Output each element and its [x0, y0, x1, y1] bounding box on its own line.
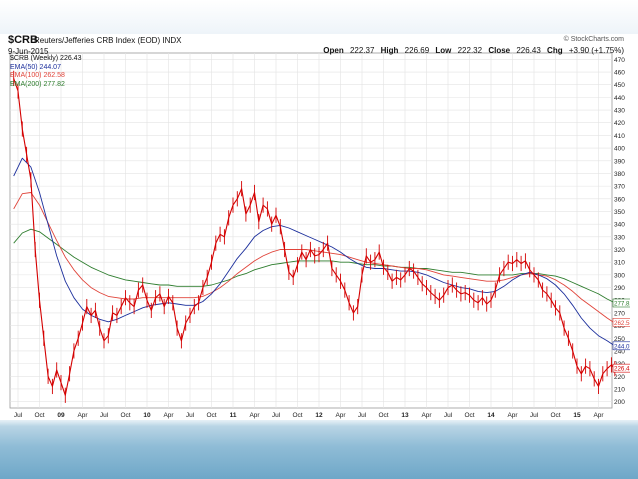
y-tick-label: 220	[614, 374, 625, 381]
legend-ema50: EMA(50) 244.07	[10, 63, 61, 71]
y-tick-label: 300	[614, 272, 625, 279]
x-tick-label: Apr	[507, 412, 518, 419]
y-tick-label: 400	[614, 146, 625, 153]
y-tick-label: 420	[614, 120, 625, 127]
y-tick-label: 310	[614, 260, 625, 267]
open-label: Open	[323, 46, 344, 55]
y-tick-label: 460	[614, 70, 625, 77]
y-tick-label: 240	[614, 348, 625, 355]
y-tick-label: 200	[614, 399, 625, 406]
chg-label: Chg	[547, 46, 563, 55]
y-tick-label: 340	[614, 222, 625, 229]
y-tick-label: 210	[614, 386, 625, 393]
x-tick-label: Jul	[100, 412, 109, 419]
chart-legend: $CRB (Weekly) 226.43 EMA(50) 244.07 EMA(…	[10, 55, 81, 89]
y-tick-label: 360	[614, 196, 625, 203]
y-tick-label: 320	[614, 247, 625, 254]
x-tick-label: Oct	[206, 412, 216, 419]
y-tick-label: 250	[614, 336, 625, 343]
x-tick-label: 13	[401, 412, 409, 419]
y-tick-label: 370	[614, 184, 625, 191]
close-label: Close	[488, 46, 511, 55]
chart-symbol: $CRB	[8, 34, 38, 46]
low-value: 222.32	[457, 46, 483, 55]
x-tick-label: Apr	[77, 412, 88, 419]
x-tick-label: 15	[573, 412, 581, 419]
y-tick-label: 330	[614, 234, 625, 241]
x-tick-label: Oct	[34, 412, 44, 419]
chart-source: © StockCharts.com	[563, 36, 624, 43]
legend-ema200: EMA(200) 277.82	[10, 80, 65, 88]
ohlc-readout: Open 222.37 High 226.69 Low 222.32 Close…	[319, 46, 624, 55]
value-label-box-ema100	[612, 318, 630, 327]
x-tick-label: 14	[487, 412, 495, 419]
low-label: Low	[435, 46, 452, 55]
value-label-box-ema200	[612, 298, 630, 308]
x-tick-label: 11	[230, 412, 237, 419]
x-tick-label: Apr	[163, 412, 174, 419]
high-value: 226.69	[404, 46, 430, 55]
x-tick-label: Jul	[14, 412, 23, 419]
chart-date: 9-Jun-2015	[8, 47, 49, 56]
y-tick-label: 270	[614, 310, 625, 317]
x-tick-label: Jul	[358, 412, 367, 419]
open-value: 222.37	[349, 46, 375, 55]
x-tick-label: Oct	[378, 412, 388, 419]
y-tick-label: 380	[614, 171, 625, 178]
y-tick-label: 350	[614, 209, 625, 216]
x-tick-label: 09	[57, 412, 65, 419]
high-label: High	[380, 46, 399, 55]
legend-price: $CRB (Weekly) 226.43	[10, 55, 82, 62]
y-tick-label: 430	[614, 108, 625, 115]
x-tick-label: Jul	[444, 412, 453, 419]
slide-top-band	[0, 0, 638, 34]
chg-value: +3.90 (+1.75%)	[568, 46, 624, 55]
x-tick-label: Jul	[272, 412, 281, 419]
x-tick-label: 12	[315, 412, 323, 419]
x-tick-label: Apr	[249, 412, 260, 419]
y-tick-label: 440	[614, 95, 625, 102]
value-label-box-price	[612, 363, 630, 373]
y-tick-label: 410	[614, 133, 625, 140]
x-tick-label: Apr	[593, 412, 604, 419]
y-tick-label: 390	[614, 158, 625, 165]
slide-bottom-band	[0, 420, 638, 479]
legend-ema100: EMA(100) 262.58	[10, 72, 65, 79]
y-tick-label: 470	[614, 57, 625, 64]
chart-index-name: Reuters/Jefferies CRB Index (EOD) INDX	[34, 36, 182, 45]
plot-border	[9, 52, 613, 409]
x-tick-label: Jul	[186, 412, 195, 419]
y-tick-label: 450	[614, 82, 625, 89]
value-label-ema100: 262.58	[614, 320, 630, 327]
value-label-price: 226.43	[614, 366, 630, 373]
x-tick-label: Apr	[421, 412, 432, 419]
chart-frame: 2002102202302402502602702802903003103203…	[6, 34, 630, 420]
y-tick-label: 290	[614, 285, 625, 292]
x-tick-label: 10	[143, 412, 151, 419]
x-tick-label: Oct	[464, 412, 474, 419]
series-line-ema50	[13, 157, 616, 347]
value-label-ema50: 244.07	[614, 343, 630, 350]
x-tick-label: Jul	[530, 412, 539, 419]
x-tick-label: Apr	[335, 412, 346, 419]
value-label-ema200: 277.82	[614, 300, 630, 307]
x-tick-label: Oct	[120, 412, 130, 419]
close-value: 226.43	[516, 46, 541, 55]
value-label-box-ema50	[612, 341, 630, 351]
x-tick-label: Oct	[292, 412, 302, 419]
x-tick-label: Oct	[550, 412, 560, 419]
price-chart: 2002102202302402502602702802903003103203…	[9, 52, 630, 419]
